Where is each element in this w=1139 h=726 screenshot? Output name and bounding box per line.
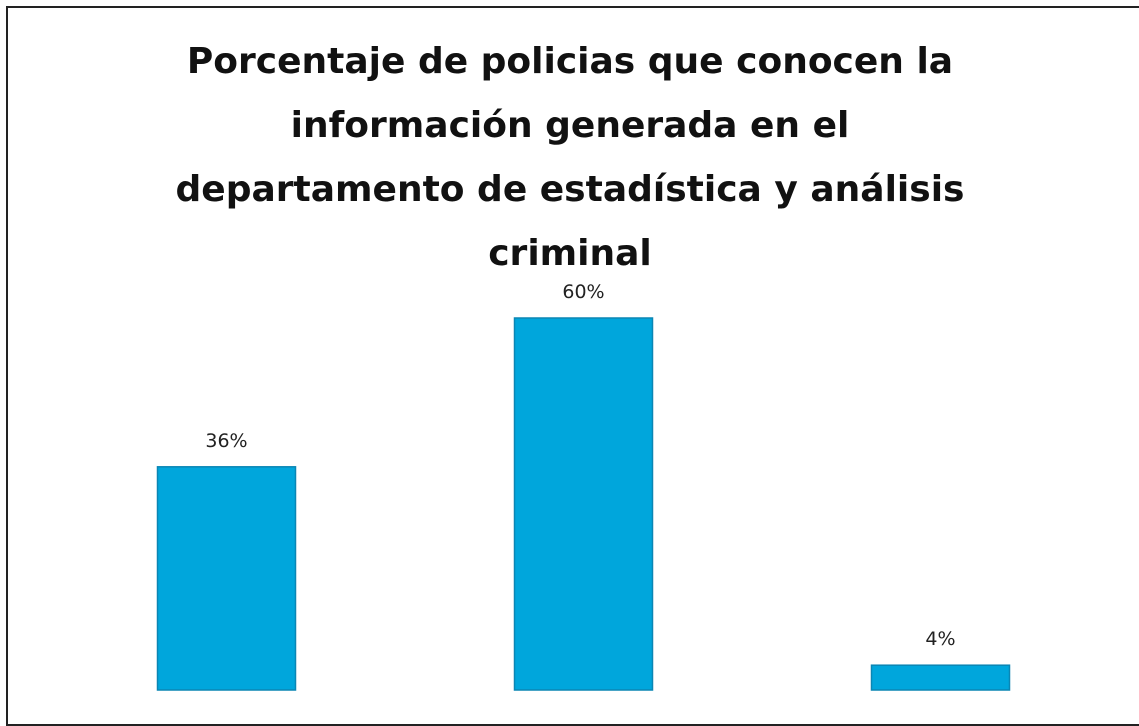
bar [513, 317, 654, 691]
chart-title: Porcentaje de policias que conocen la in… [175, 41, 965, 274]
data-label: 36% [205, 430, 247, 452]
data-label: 60% [562, 281, 604, 303]
bar [156, 466, 297, 691]
data-label: 4% [925, 628, 955, 650]
bar [870, 664, 1011, 691]
